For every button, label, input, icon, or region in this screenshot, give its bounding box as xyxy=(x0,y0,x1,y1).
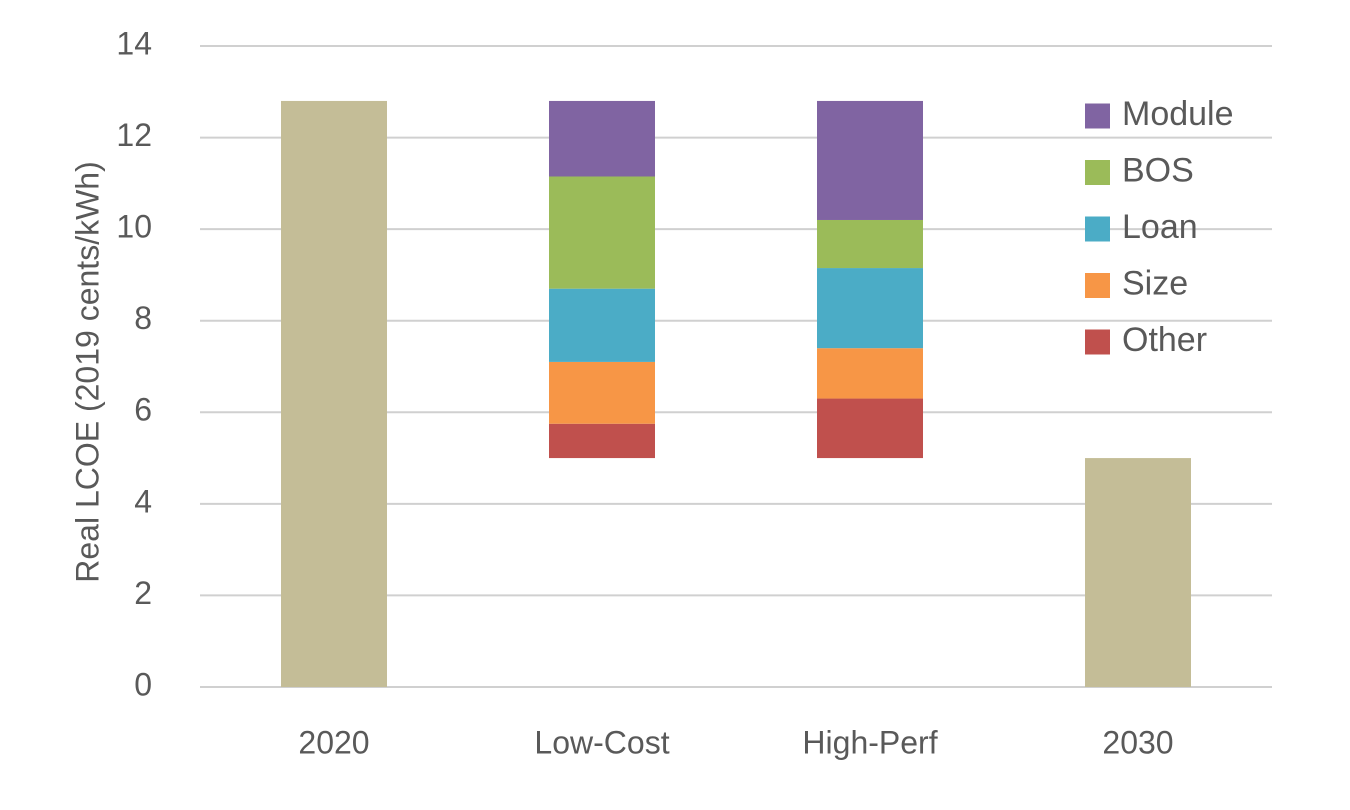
y-tick-label: 10 xyxy=(116,209,152,245)
axis-layer: 0 2 4 6 8 10 12 14 2020 Low-Cost High-Perf 2030 xyxy=(116,25,1173,760)
bar-segment-size-low-cost xyxy=(549,361,655,424)
bar-segment-other-high-perf xyxy=(817,398,923,459)
y-tick-label: 8 xyxy=(134,300,152,336)
bar-segment-module-low-cost xyxy=(549,100,655,177)
x-category-label: High-Perf xyxy=(802,724,937,760)
bar-segment-loan-low-cost xyxy=(549,288,655,362)
bar-segment-size-high-perf xyxy=(817,348,923,399)
legend-swatch-bos xyxy=(1085,160,1110,185)
legend-swatch-loan xyxy=(1085,216,1110,242)
bar-segment-bos-high-perf xyxy=(817,219,923,269)
x-category-label: 2020 xyxy=(298,724,369,760)
legend-label-other: Other xyxy=(1122,321,1207,359)
legend-swatch-size xyxy=(1085,273,1110,298)
legend-label-loan: Loan xyxy=(1122,208,1198,246)
legend-swatch-other xyxy=(1085,329,1110,355)
x-category-label: 2030 xyxy=(1102,724,1173,760)
legend: Module BOS Loan Size Other xyxy=(1085,95,1234,359)
y-axis-label: Real LCOE (2019 cents/kWh) xyxy=(69,161,105,583)
legend-label-size: Size xyxy=(1122,264,1188,302)
y-tick-label: 2 xyxy=(134,575,152,611)
legend-swatch-module xyxy=(1085,103,1110,129)
bar-2030 xyxy=(1085,458,1191,687)
legend-label-module: Module xyxy=(1122,95,1234,133)
legend-label-bos: BOS xyxy=(1122,151,1194,189)
bar-2020 xyxy=(281,100,387,687)
bar-segment-bos-low-cost xyxy=(549,176,655,289)
bar-segment-other-low-cost xyxy=(549,423,655,459)
bar-segment-module-high-perf xyxy=(817,100,923,220)
y-tick-label: 4 xyxy=(134,483,152,519)
bar-layer xyxy=(281,100,1191,687)
y-tick-label: 6 xyxy=(134,392,152,428)
y-tick-label: 12 xyxy=(116,117,152,153)
x-category-label: Low-Cost xyxy=(534,724,669,760)
bar-segment-loan-high-perf xyxy=(817,268,923,349)
y-tick-label: 14 xyxy=(116,25,152,61)
y-tick-label: 0 xyxy=(134,666,152,702)
